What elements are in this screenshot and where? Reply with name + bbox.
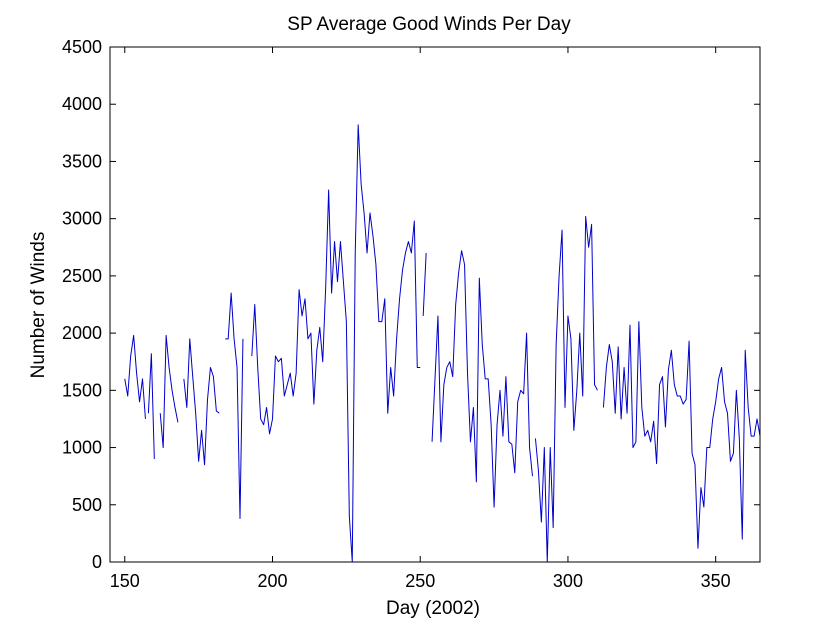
chart-title: SP Average Good Winds Per Day <box>287 14 571 35</box>
x-tick-label: 200 <box>257 571 287 591</box>
series-layer <box>124 124 760 562</box>
y-tick-label: 2000 <box>62 323 102 343</box>
y-tick-label: 1500 <box>62 380 102 400</box>
axes-layer: 150 200 250 300 3500500100015002000250030003… <box>62 37 761 591</box>
y-tick-label: 3500 <box>62 151 102 171</box>
x-axis-title: Day (2002) <box>386 598 480 619</box>
y-tick-label: 0 <box>92 552 102 572</box>
plot-area <box>110 47 760 562</box>
x-tick-label: 350 <box>701 571 731 591</box>
x-tick-label: 250 <box>405 571 435 591</box>
x-tick-label: 150 <box>110 571 140 591</box>
y-tick-label: 2500 <box>62 266 102 286</box>
y-tick-label: 500 <box>72 495 102 515</box>
series-line-0 <box>124 124 760 562</box>
x-tick-label: 300 <box>553 571 583 591</box>
y-tick-label: 1000 <box>62 438 102 458</box>
plot-frame <box>109 46 761 563</box>
y-tick-label: 4000 <box>62 94 102 114</box>
y-tick-label: 4500 <box>62 37 102 57</box>
y-tick-label: 3000 <box>62 209 102 229</box>
y-axis-title: Number of Winds <box>28 232 49 379</box>
